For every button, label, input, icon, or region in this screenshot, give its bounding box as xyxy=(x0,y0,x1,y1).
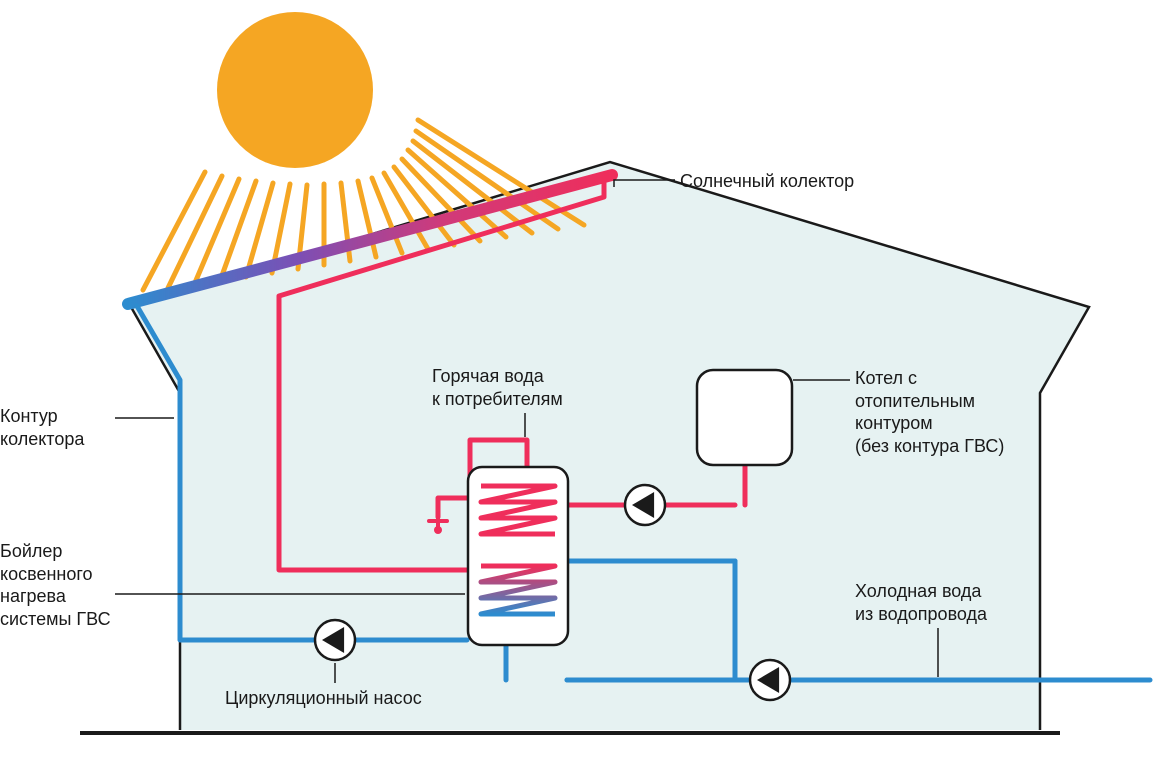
pump-collector-loop xyxy=(315,620,355,660)
sun-icon xyxy=(217,12,373,168)
label-circ_pump: Циркуляционный насос xyxy=(225,687,422,710)
pump-cold-main xyxy=(750,660,790,700)
heater-box xyxy=(697,370,792,465)
pump-boiler-loop xyxy=(625,485,665,525)
label-cold_in: Холодная вода из водопровода xyxy=(855,580,987,625)
label-solar_collector: Солнечный колектор xyxy=(680,170,854,193)
label-heater: Котел с отопительным контуром (без конту… xyxy=(855,367,1004,457)
label-collector_loop: Контур колектора xyxy=(0,405,84,450)
label-hot_to_consumer: Горячая вода к потребителям xyxy=(432,365,563,410)
label-boiler: Бойлер косвенного нагрева системы ГВС xyxy=(0,540,111,630)
